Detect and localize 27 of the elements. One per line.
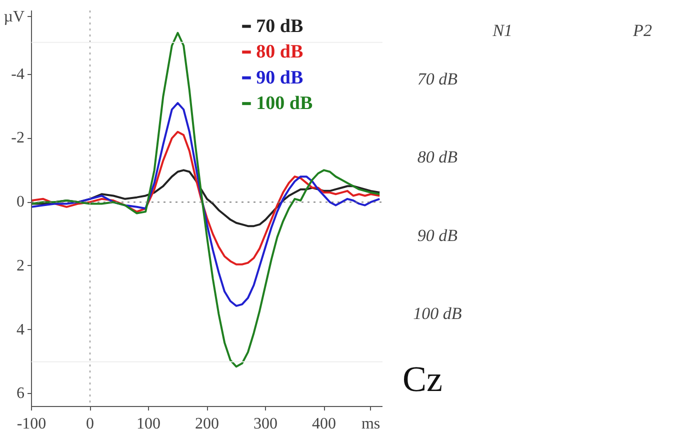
text: P2: [632, 21, 652, 40]
y-tick-label: 0: [16, 194, 24, 211]
y-tick-label: 4: [16, 321, 24, 338]
text: Cz: [402, 359, 442, 400]
y-tick-label: 6: [16, 385, 24, 402]
x-tick-label: ms: [361, 416, 380, 432]
text: 90 dB: [417, 226, 458, 245]
x-tick-label: 100: [136, 416, 160, 432]
text: 100 dB: [413, 304, 462, 324]
x-tick-label: -100: [16, 416, 46, 432]
legend-label: 100 dB: [256, 93, 313, 114]
x-tick-label: 300: [254, 416, 278, 432]
line-series: [32, 32, 381, 368]
legend-label: 80 dB: [256, 42, 304, 63]
text: 80 dB: [417, 148, 458, 167]
text: N1: [492, 21, 512, 40]
legend-label: 90 dB: [256, 67, 304, 88]
y-tick-label: -4: [11, 66, 24, 83]
text: 70 dB: [417, 69, 458, 88]
x-tick-label: 0: [86, 416, 94, 432]
legend-label: 70 dB: [256, 16, 304, 37]
y-tick-label: µV: [4, 8, 25, 26]
line-series: [32, 130, 381, 266]
y-tick-label: -2: [11, 130, 24, 147]
x-tick-label: 400: [312, 416, 336, 432]
x-tick-label: 200: [195, 416, 219, 432]
y-tick-label: 2: [16, 257, 24, 274]
